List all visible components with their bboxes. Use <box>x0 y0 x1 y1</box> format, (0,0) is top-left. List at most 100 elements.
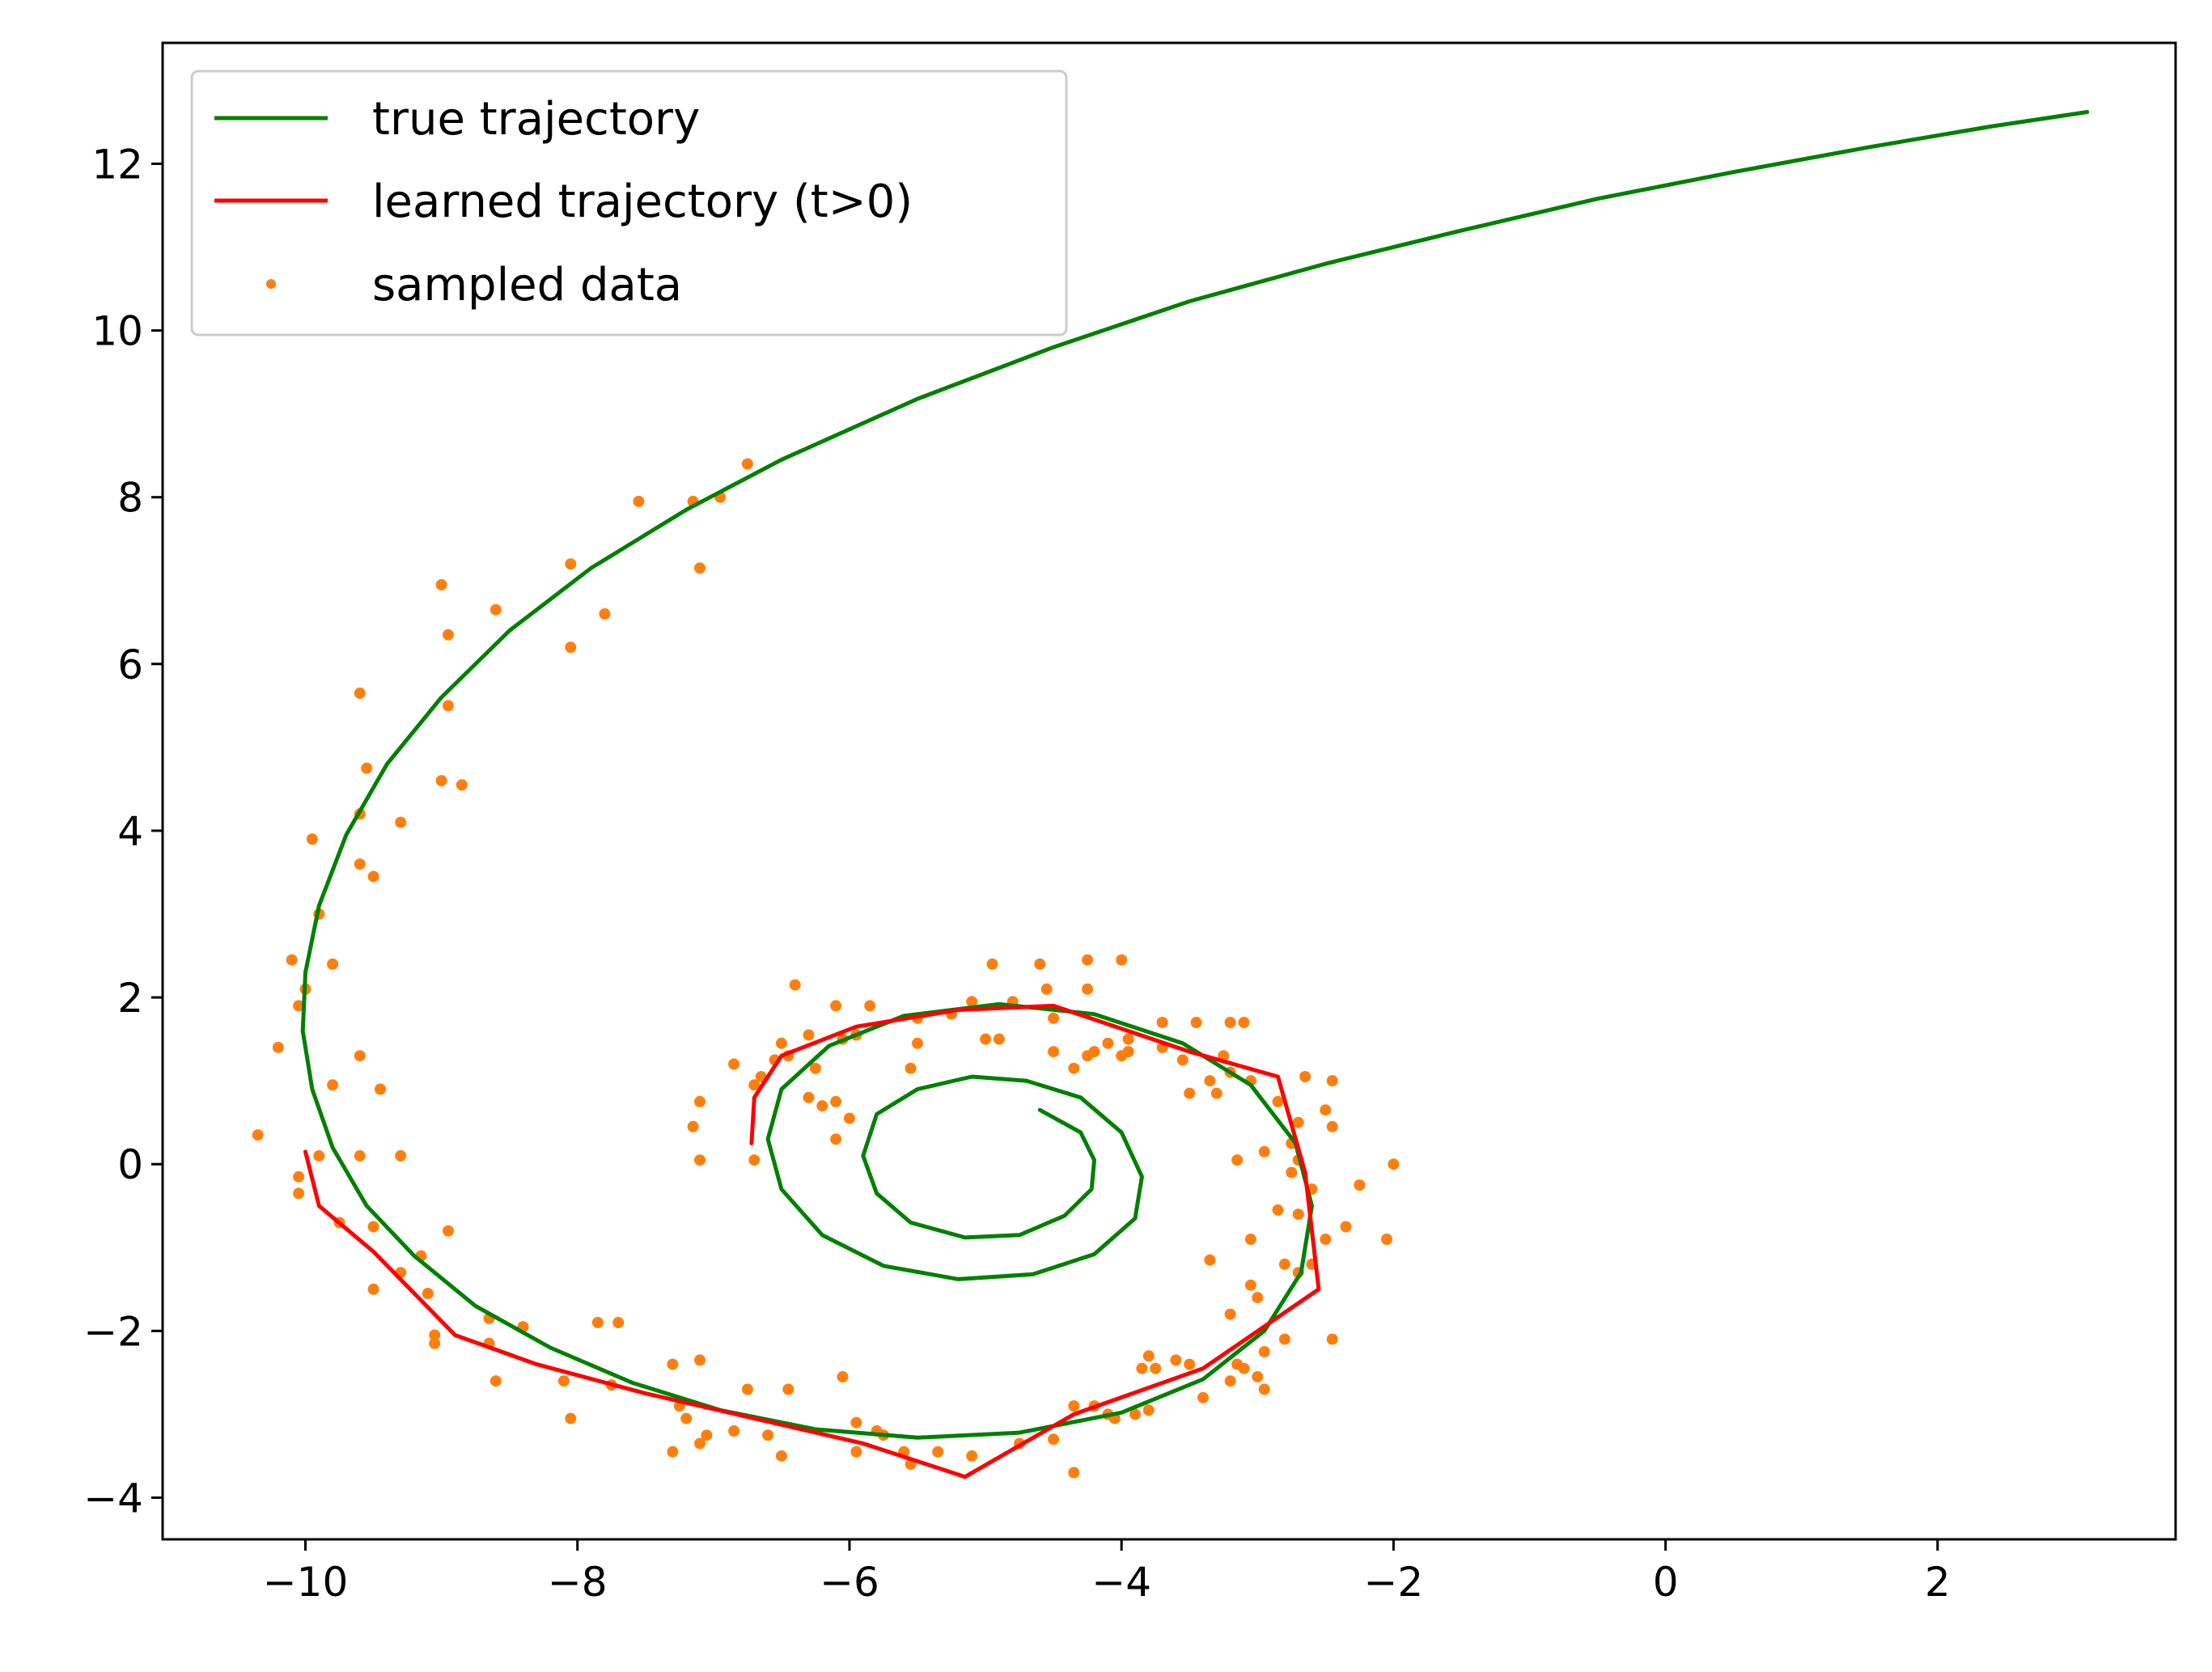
scatter-point <box>694 1095 706 1107</box>
y-tick-label: 10 <box>91 308 143 355</box>
scatter-point <box>762 1429 774 1441</box>
scatter-point <box>1278 1258 1290 1270</box>
scatter-point <box>986 958 998 970</box>
scatter-point <box>850 1416 862 1429</box>
scatter-point <box>837 1371 849 1382</box>
scatter-point <box>1381 1234 1392 1245</box>
scatter-point <box>1278 1333 1290 1345</box>
scatter-point <box>775 1037 787 1049</box>
y-axis: −4 −2 0 2 4 6 8 10 12 <box>83 141 163 1522</box>
x-tick-label: −6 <box>820 1559 879 1606</box>
scatter-point <box>293 1187 305 1200</box>
scatter-point <box>395 816 407 828</box>
scatter-point <box>1292 1116 1304 1128</box>
scatter-point <box>687 1120 699 1132</box>
scatter-point <box>803 1029 815 1041</box>
series-line-true-trajectory <box>300 110 2090 1440</box>
scatter-point <box>1116 954 1128 966</box>
scatter-point <box>775 1450 787 1462</box>
legend-label-sampled-data: sampled data <box>372 259 682 311</box>
scatter-point <box>741 1383 753 1395</box>
scatter-point <box>1272 1095 1284 1107</box>
scatter-point <box>1354 1179 1366 1191</box>
scatter-point <box>443 1225 454 1237</box>
scatter-point <box>850 1446 862 1458</box>
scatter-point <box>905 1062 917 1074</box>
scatter-point <box>912 1037 923 1049</box>
scatter-point <box>1116 1050 1128 1062</box>
scatter-point <box>1210 1087 1223 1099</box>
scatter-point <box>1286 1166 1298 1179</box>
scatter-point <box>680 1412 693 1424</box>
scatter-point <box>1224 1017 1236 1028</box>
x-tick-label: −10 <box>263 1559 349 1606</box>
scatter-point <box>1176 1054 1189 1066</box>
scatter-point <box>1224 1375 1236 1387</box>
scatter-point <box>1244 1234 1256 1245</box>
scatter-point <box>599 608 611 620</box>
scatter-point <box>830 1000 842 1012</box>
scatter-point <box>993 1033 1005 1045</box>
legend-label-true-trajectory: true trajectory <box>372 93 700 146</box>
scatter-point <box>1224 1308 1236 1320</box>
scatter-point <box>1320 1234 1332 1245</box>
scatter-point <box>748 1079 761 1091</box>
scatter-point <box>782 1383 795 1395</box>
scatter-point <box>1388 1158 1400 1170</box>
scatter-point <box>1190 1017 1202 1028</box>
scatter-point <box>1040 983 1053 995</box>
scatter-point <box>435 578 447 590</box>
scatter-point <box>354 1149 366 1162</box>
scatter-point <box>694 562 706 574</box>
scatter-point <box>1102 1037 1114 1049</box>
scatter-point <box>1082 954 1094 966</box>
scatter-point <box>456 779 468 791</box>
y-tick-label: 6 <box>117 641 143 688</box>
scatter-point <box>1048 1433 1060 1446</box>
scatter-point <box>612 1317 625 1328</box>
y-tick-label: 12 <box>91 141 143 188</box>
scatter-point <box>1082 1050 1094 1062</box>
scatter-point <box>1292 1208 1304 1221</box>
scatter-point <box>980 1033 992 1045</box>
scatter-point <box>1197 1391 1209 1403</box>
scatter-point <box>701 1429 713 1441</box>
y-tick-label: 4 <box>117 808 143 855</box>
scatter-point <box>1068 1062 1080 1074</box>
scatter-point <box>395 1149 407 1162</box>
x-tick-label: −4 <box>1091 1559 1151 1606</box>
scatter-point <box>1034 958 1046 970</box>
scatter-point <box>667 1358 679 1370</box>
scatter-point <box>435 775 447 787</box>
y-tick-label: −4 <box>83 1475 143 1522</box>
scatter-point <box>1244 1279 1256 1291</box>
x-tick-label: 0 <box>1653 1559 1679 1606</box>
scatter-point <box>489 1375 502 1387</box>
scatter-point <box>429 1329 441 1341</box>
y-tick-label: −2 <box>83 1308 143 1355</box>
scatter-point <box>1184 1358 1196 1370</box>
scatter-point <box>1326 1120 1338 1132</box>
scatter-point <box>367 1283 379 1295</box>
scatter-point <box>1272 1204 1284 1216</box>
scatter-point <box>367 870 379 883</box>
scatter-point <box>286 954 298 966</box>
scatter-point <box>1184 1087 1196 1099</box>
scatter-point <box>1142 1404 1155 1416</box>
x-tick-label: −2 <box>1364 1559 1424 1606</box>
scatter-point <box>293 1170 305 1183</box>
scatter-point <box>1204 1075 1216 1087</box>
scatter-point <box>293 1000 305 1012</box>
scatter-point <box>1238 1362 1250 1374</box>
scatter-point <box>1136 1362 1148 1374</box>
scatter-point <box>1170 1354 1182 1366</box>
scatter-point <box>375 1083 386 1095</box>
scatter-point <box>830 1095 842 1107</box>
scatter-point <box>843 1112 855 1124</box>
scatter-point <box>1150 1362 1162 1374</box>
scatter-point <box>1122 1033 1134 1045</box>
scatter-point <box>272 1041 284 1053</box>
scatter-point <box>429 1337 441 1349</box>
scatter-point <box>1142 1350 1155 1362</box>
scatter-point <box>354 1050 366 1062</box>
